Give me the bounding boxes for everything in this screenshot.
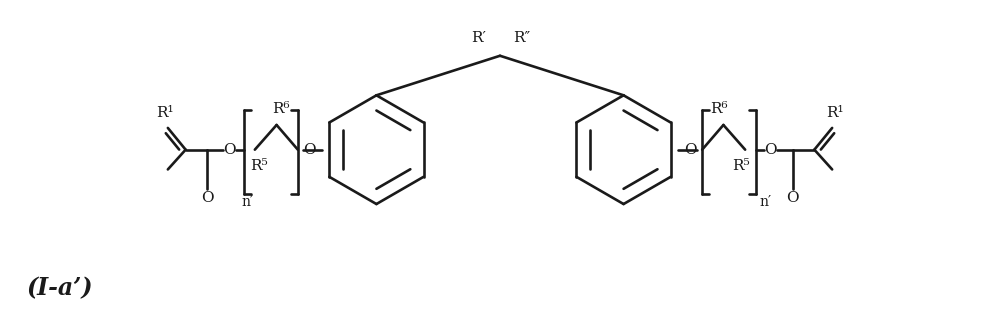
- Text: O: O: [684, 143, 697, 157]
- Text: R′: R′: [471, 31, 486, 45]
- Text: R¹: R¹: [826, 106, 844, 120]
- Text: O: O: [303, 143, 316, 157]
- Text: O: O: [201, 191, 214, 205]
- Text: R″: R″: [513, 31, 530, 45]
- Text: O: O: [223, 143, 235, 157]
- Text: R⁶: R⁶: [272, 102, 289, 116]
- Text: O: O: [765, 143, 777, 157]
- Text: O: O: [786, 191, 799, 205]
- Text: n′: n′: [759, 195, 771, 209]
- Text: R⁵: R⁵: [250, 160, 268, 173]
- Text: R⁵: R⁵: [732, 160, 750, 173]
- Text: n′: n′: [241, 195, 253, 209]
- Text: R¹: R¹: [156, 106, 174, 120]
- Text: (I-a’): (I-a’): [27, 276, 93, 300]
- Text: R⁶: R⁶: [711, 102, 728, 116]
